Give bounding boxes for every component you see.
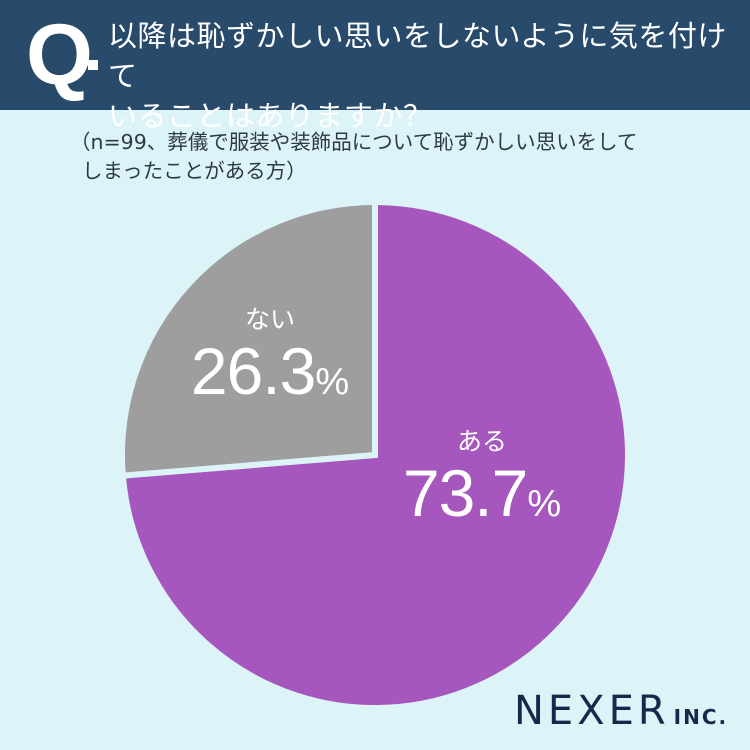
slice-value-no: 26.3% (190, 334, 350, 408)
q-dot (88, 60, 98, 70)
q-mark: Q (26, 7, 93, 103)
note-line-1: （n=99、葬儀で服装や装飾品について恥ずかしい思いをして (70, 130, 638, 154)
note-line-2: しまったことがある方） (82, 159, 307, 183)
slice-label-no: ない 26.3% (160, 300, 380, 417)
sample-note: （n=99、葬儀で服装や装飾品について恥ずかしい思いをして しまったことがある方… (70, 128, 710, 186)
question-title: 以降は恥ずかしい思いをしないように気を付けて いることはありますか？ (108, 16, 728, 136)
slice-label-yes: ある 73.7% (372, 422, 592, 539)
question-line-2: いることはありますか？ (108, 99, 433, 133)
slice-category-yes: ある (456, 427, 507, 456)
question-line-1: 以降は恥ずかしい思いをしないように気を付けて (108, 19, 727, 93)
pie-slice-no (119, 198, 378, 479)
slice-value-yes: 73.7% (402, 456, 562, 530)
nexer-logo: NEXER INC. (514, 688, 729, 734)
slice-category-no: ない (244, 305, 295, 334)
question-header: Q 以降は恥ずかしい思いをしないように気を付けて いることはありますか？ (0, 0, 750, 133)
